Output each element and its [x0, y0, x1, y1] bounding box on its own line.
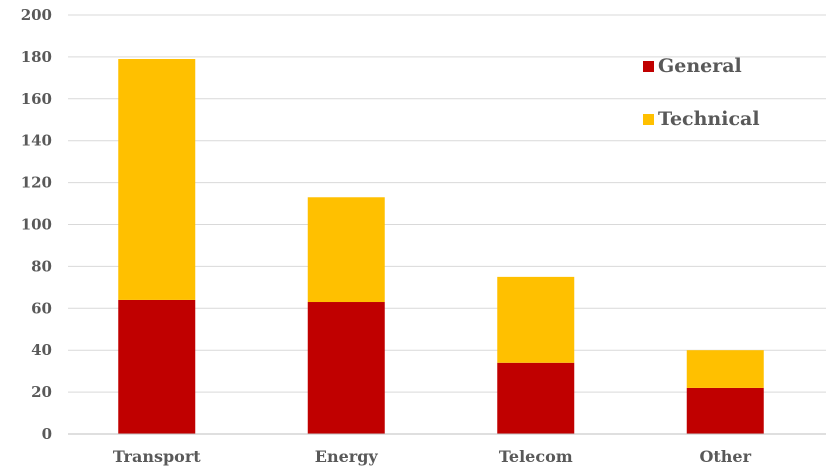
y-tick-label: 180 — [21, 48, 52, 66]
x-category-label: Other — [699, 447, 751, 466]
bars — [118, 58, 764, 434]
bar-technical-transport — [118, 58, 196, 300]
y-tick-label: 140 — [21, 132, 52, 150]
y-tick-label: 60 — [31, 299, 52, 317]
legend-swatch-general — [643, 61, 654, 72]
x-axis-category-labels: Transport Energy Telecom Other — [113, 447, 752, 466]
legend-label-technical: Technical — [658, 108, 760, 130]
x-category-label: Transport — [113, 447, 201, 466]
y-tick-label: 120 — [21, 174, 52, 192]
y-tick-label: 40 — [31, 341, 52, 359]
bar-general-other — [686, 387, 764, 434]
bar-technical-other — [686, 350, 764, 388]
x-category-label: Telecom — [499, 447, 573, 466]
bar-technical-energy — [307, 197, 385, 303]
y-tick-label: 160 — [21, 90, 52, 108]
y-tick-label: 200 — [21, 6, 52, 24]
bar-general-energy — [307, 302, 385, 434]
y-tick-label: 80 — [31, 257, 52, 275]
x-category-label: Energy — [315, 447, 379, 466]
legend-swatch-technical — [643, 114, 654, 125]
bar-general-transport — [118, 299, 196, 434]
bar-technical-telecom — [497, 276, 575, 363]
bar-general-telecom — [497, 362, 575, 434]
legend-label-general: General — [658, 55, 742, 77]
y-tick-label: 20 — [31, 383, 52, 401]
y-tick-label: 100 — [21, 216, 52, 234]
y-tick-label: 0 — [42, 425, 52, 443]
y-axis-tick-labels: 0 20 40 60 80 100 120 140 160 180 200 — [21, 6, 52, 443]
legend: General Technical — [643, 55, 760, 130]
